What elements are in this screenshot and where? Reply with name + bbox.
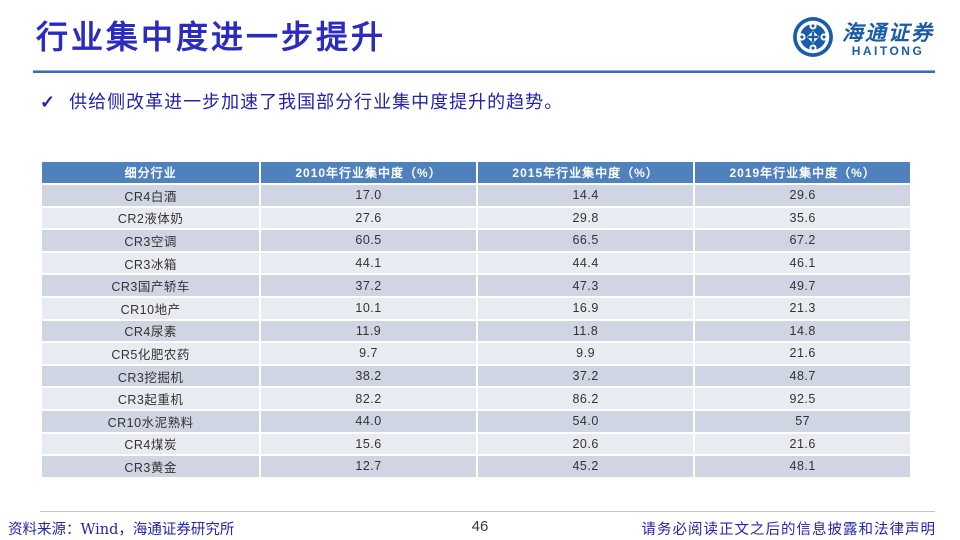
- header-2019: 2019年行业集中度（%）: [693, 160, 912, 185]
- logo-cn-text: 海通证券: [842, 20, 934, 45]
- table-row: CR10水泥熟料 44.0 54.0 57: [39, 408, 912, 434]
- value-cell: 44.1: [259, 250, 478, 276]
- industry-cell: CR4煤炭: [39, 431, 262, 457]
- value-cell: 92.5: [693, 386, 912, 411]
- value-cell: 21.3: [693, 295, 912, 321]
- table-row: CR3挖掘机 38.2 37.2 48.7: [39, 363, 912, 389]
- value-cell: 17.0: [259, 183, 478, 208]
- page-title: 行业集中度进一步提升: [36, 18, 387, 56]
- value-cell: 21.6: [693, 431, 912, 457]
- value-cell: 46.1: [693, 250, 912, 276]
- table-body: CR4白酒 17.0 14.4 29.6 CR2液体奶 27.6 29.8 35.6 CR3空调…: [39, 183, 912, 479]
- footer-divider: [40, 511, 935, 512]
- industry-cell: CR3空调: [39, 228, 262, 253]
- industry-cell: CR10水泥熟料: [39, 408, 262, 434]
- checkmark-icon: ✓: [40, 92, 56, 112]
- value-cell: 37.2: [259, 273, 478, 298]
- value-cell: 21.6: [693, 341, 912, 366]
- table-row: CR4尿素 11.9 11.8 14.8: [39, 318, 912, 344]
- title-divider: [33, 70, 935, 73]
- table-row: CR3起重机 82.2 86.2 92.5: [39, 386, 912, 411]
- bullet-line: ✓ 供给侧改革进一步加速了我国部分行业集中度提升的趋势。: [40, 88, 563, 114]
- value-cell: 47.3: [475, 273, 696, 298]
- value-cell: 27.6: [259, 205, 478, 231]
- value-cell: 20.6: [475, 431, 696, 457]
- industry-cell: CR4白酒: [39, 183, 262, 208]
- value-cell: 38.2: [259, 363, 478, 389]
- industry-cell: CR3黄金: [39, 454, 262, 479]
- table-row: CR4煤炭 15.6 20.6 21.6: [39, 431, 912, 457]
- value-cell: 45.2: [475, 454, 696, 479]
- industry-cell: CR3起重机: [39, 386, 262, 411]
- table-row: CR3黄金 12.7 45.2 48.1: [39, 454, 912, 479]
- header-2010: 2010年行业集中度（%）: [259, 160, 478, 185]
- logo-en-text: HAITONG: [851, 44, 925, 58]
- value-cell: 66.5: [475, 228, 696, 253]
- value-cell: 29.8: [475, 205, 696, 231]
- value-cell: 14.8: [693, 318, 912, 344]
- value-cell: 15.6: [259, 431, 478, 457]
- value-cell: 16.9: [475, 295, 696, 321]
- value-cell: 9.7: [259, 341, 478, 366]
- haitong-logo: 海通证券 HAITONG: [792, 16, 934, 63]
- value-cell: 67.2: [693, 228, 912, 253]
- value-cell: 44.4: [475, 250, 696, 276]
- table-row: CR3空调 60.5 66.5 67.2: [39, 228, 912, 253]
- industry-cell: CR3国产轿车: [39, 273, 262, 298]
- value-cell: 11.9: [259, 318, 478, 344]
- page-number: 46: [471, 518, 489, 535]
- value-cell: 86.2: [475, 386, 696, 411]
- table-row: CR10地产 10.1 16.9 21.3: [39, 295, 912, 321]
- industry-cell: CR4尿素: [39, 318, 262, 344]
- value-cell: 29.6: [693, 183, 912, 208]
- industry-cell: CR10地产: [39, 295, 262, 321]
- value-cell: 48.1: [693, 454, 912, 479]
- value-cell: 12.7: [259, 454, 478, 479]
- industry-cell: CR3冰箱: [39, 250, 262, 276]
- value-cell: 14.4: [475, 183, 696, 208]
- table-row: CR4白酒 17.0 14.4 29.6: [39, 183, 912, 208]
- table-row: CR2液体奶 27.6 29.8 35.6: [39, 205, 912, 231]
- value-cell: 10.1: [259, 295, 478, 321]
- value-cell: 11.8: [475, 318, 696, 344]
- header-2015: 2015年行业集中度（%）: [475, 160, 696, 185]
- bullet-text: 供给侧改革进一步加速了我国部分行业集中度提升的趋势。: [69, 92, 564, 113]
- value-cell: 9.9: [475, 341, 696, 366]
- industry-concentration-table: 细分行业 2010年行业集中度（%） 2015年行业集中度（%） 2019年行业…: [39, 160, 912, 479]
- table-row: CR5化肥农药 9.7 9.9 21.6: [39, 341, 912, 366]
- header-industry: 细分行业: [39, 160, 262, 185]
- table-header-row: 细分行业 2010年行业集中度（%） 2015年行业集中度（%） 2019年行业…: [39, 160, 912, 185]
- value-cell: 60.5: [259, 228, 478, 253]
- value-cell: 54.0: [475, 408, 696, 434]
- footer-disclaimer-text: 请务必阅读正文之后的信息披露和法律声明: [641, 522, 936, 538]
- value-cell: 57: [693, 408, 912, 434]
- value-cell: 37.2: [475, 363, 696, 389]
- table-row: CR3冰箱 44.1 44.4 46.1: [39, 250, 912, 276]
- value-cell: 48.7: [693, 363, 912, 389]
- haitong-emblem-icon: [792, 16, 834, 63]
- industry-cell: CR2液体奶: [39, 205, 262, 231]
- value-cell: 49.7: [693, 273, 912, 298]
- industry-cell: CR3挖掘机: [39, 363, 262, 389]
- value-cell: 82.2: [259, 386, 478, 411]
- table-row: CR3国产轿车 37.2 47.3 49.7: [39, 273, 912, 298]
- value-cell: 44.0: [259, 408, 478, 434]
- value-cell: 35.6: [693, 205, 912, 231]
- industry-cell: CR5化肥农药: [39, 341, 262, 366]
- footer-source-text: 资料来源：Wind，海通证券研究所: [8, 522, 235, 538]
